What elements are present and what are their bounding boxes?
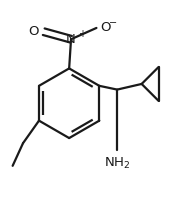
Text: O: O [100,21,111,34]
Text: NH$_2$: NH$_2$ [104,155,130,171]
Text: −: − [109,18,117,28]
Text: +: + [78,29,86,39]
Text: N: N [66,33,76,46]
Text: O: O [28,25,39,38]
